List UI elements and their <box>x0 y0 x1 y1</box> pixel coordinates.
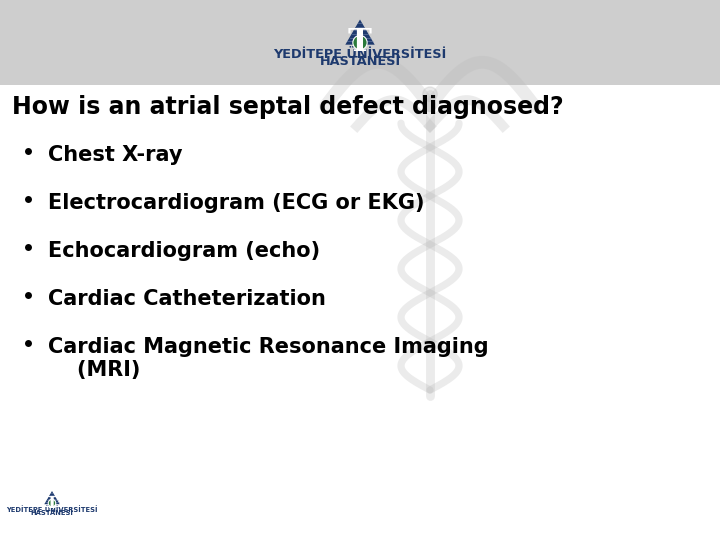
Text: T: T <box>46 495 58 511</box>
Text: Echocardiogram (echo): Echocardiogram (echo) <box>48 241 320 261</box>
Circle shape <box>48 500 55 507</box>
Text: YEDİTEPE ÜNİVERSİTESİ: YEDİTEPE ÜNİVERSİTESİ <box>6 506 98 512</box>
Text: T: T <box>348 27 372 58</box>
Text: HASTANESİ: HASTANESİ <box>30 510 73 516</box>
Polygon shape <box>45 491 60 504</box>
Text: Cardiac Magnetic Resonance Imaging
    (MRI): Cardiac Magnetic Resonance Imaging (MRI) <box>48 337 489 380</box>
Text: HASTANESİ: HASTANESİ <box>320 55 400 68</box>
Bar <box>0 0 720 85</box>
Polygon shape <box>346 19 374 45</box>
Text: Electrocardiogram (ECG or EKG): Electrocardiogram (ECG or EKG) <box>48 193 425 213</box>
Circle shape <box>353 36 367 50</box>
Circle shape <box>423 87 437 102</box>
Text: Chest X-ray: Chest X-ray <box>48 145 182 165</box>
Text: Cardiac Catheterization: Cardiac Catheterization <box>48 289 326 309</box>
Text: How is an atrial septal defect diagnosed?: How is an atrial septal defect diagnosed… <box>12 95 564 119</box>
Text: YEDİTEPE ÜNİVERSİTESİ: YEDİTEPE ÜNİVERSİTESİ <box>274 48 446 61</box>
